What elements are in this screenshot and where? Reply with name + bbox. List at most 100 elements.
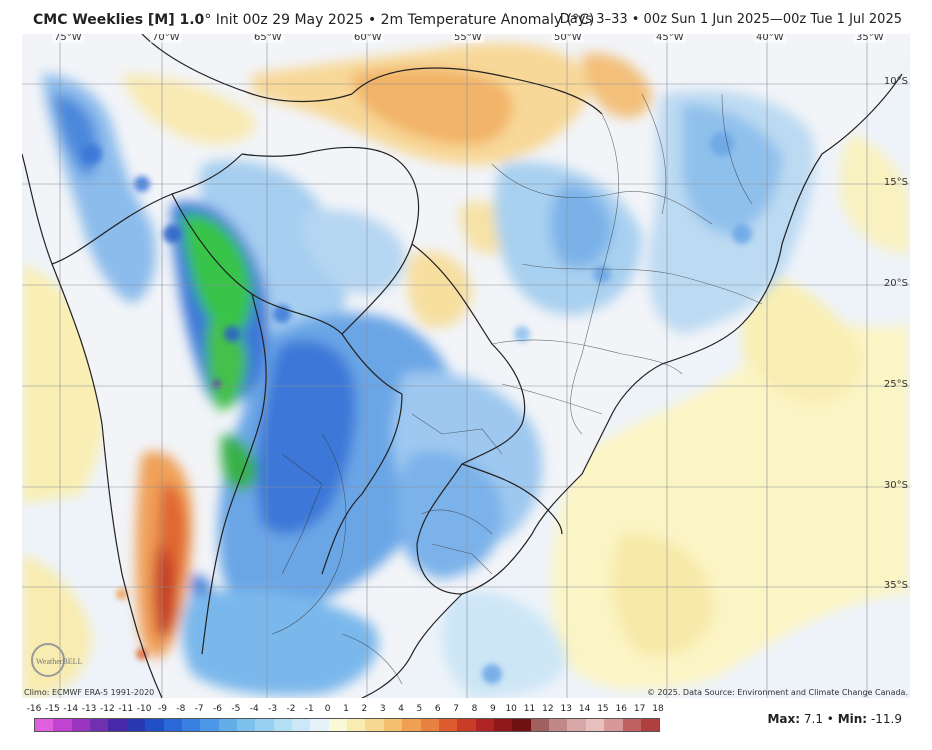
colorbar-swatch: [365, 719, 384, 731]
colorbar-swatch: [236, 719, 256, 731]
colorbar-tick-label: 0: [324, 704, 331, 714]
min-value: -11.9: [870, 712, 902, 726]
colorbar-swatch: [530, 719, 550, 731]
separator: •: [826, 712, 834, 726]
lat-label: 35°S: [883, 580, 908, 591]
colorbar-tick-label: 3: [379, 704, 386, 714]
colorbar-swatch: [567, 719, 586, 731]
ocean-anomalies: [22, 134, 910, 698]
colorbar-swatch: [255, 719, 274, 731]
lon-label: 50°W: [552, 34, 584, 43]
lat-label: 10°S: [883, 76, 908, 87]
colorbar-tick-label: 15: [597, 704, 609, 714]
colorbar-tick-label: -15: [44, 704, 60, 714]
climo-source: Climo: ECMWF ERA-5 1991-2020: [24, 688, 155, 697]
colorbar-tick-label: -16: [26, 704, 42, 714]
lon-label: 70°W: [150, 34, 182, 43]
colorbar-swatch: [218, 719, 237, 731]
colorbar-swatch: [512, 719, 531, 731]
colorbar-tick-label: -7: [194, 704, 204, 714]
colorbar-swatch: [126, 719, 146, 731]
anomaly-detail: [82, 132, 752, 684]
colorbar-swatch: [347, 719, 366, 731]
colorbar-swatch: [53, 719, 72, 731]
colorbar-tick-label: -1: [304, 704, 314, 714]
header: CMC Weeklies [M] 1.0° Init 00z 29 May 20…: [0, 0, 932, 34]
colorbar-swatch: [292, 719, 311, 731]
colorbar-tick-label: -6: [213, 704, 223, 714]
colorbar-tick-label: 14: [578, 704, 591, 714]
colorbar-swatch: [493, 719, 513, 731]
lon-label: 55°W: [452, 34, 484, 43]
colorbar-swatch: [640, 719, 660, 731]
lon-label: 45°W: [654, 34, 686, 43]
max-value: 7.1: [803, 712, 823, 726]
colorbar-tick-label: -2: [286, 704, 296, 714]
colorbar-swatch: [457, 719, 476, 731]
colorbar-swatch: [108, 719, 127, 731]
land-anomalies: [42, 43, 815, 696]
colorbar-tick-label: -12: [100, 704, 115, 714]
colorbar-tick-label: 9: [489, 704, 496, 714]
colorbar-tick-label: -14: [63, 704, 79, 714]
colorbar-tick-label: 8: [471, 704, 478, 714]
colorbar-tick-label: 5: [416, 704, 423, 714]
logo-text: WeatherBELL: [36, 657, 83, 666]
lat-label: 25°S: [883, 379, 908, 390]
title-model: CMC Weeklies [M] 1.0: [33, 12, 205, 28]
colorbar-tick-label: -4: [249, 704, 259, 714]
colorbar-tick-label: 1: [343, 704, 349, 714]
colorbar-tick-label: 11: [523, 704, 536, 714]
colorbar-swatch: [549, 719, 568, 731]
colorbar-swatch: [90, 719, 109, 731]
colorbar-tick-label: -5: [231, 704, 241, 714]
colorbar-tick-label: 7: [453, 704, 459, 714]
map-canvas: [22, 34, 910, 698]
colorbar-swatch: [181, 719, 201, 731]
colorbar: [34, 718, 660, 732]
lon-label: 40°W: [754, 34, 786, 43]
colorbar-tick-label: -11: [118, 704, 134, 714]
colorbar-tick-label: 18: [652, 704, 664, 714]
colorbar-tick-label: -8: [176, 704, 186, 714]
colorbar-tick-label: 10: [505, 704, 517, 714]
map-title: CMC Weeklies [M] 1.0° Init 00z 29 May 20…: [33, 12, 594, 28]
colorbar-tick-label: 16: [615, 704, 628, 714]
lon-label: 75°W: [52, 34, 84, 43]
colorbar-tick-label: 17: [633, 704, 646, 714]
colorbar-swatch: [310, 719, 329, 731]
colorbar-swatch: [273, 719, 293, 731]
country-borders: [22, 34, 903, 698]
max-label: Max:: [767, 712, 801, 726]
max-min-readout: Max: 7.1 • Min: -11.9: [767, 712, 902, 726]
colorbar-swatch: [383, 719, 403, 731]
colorbar-swatch: [145, 719, 164, 731]
colorbar-swatch: [328, 719, 348, 731]
state-borders: [271, 93, 763, 685]
lat-label: 30°S: [883, 480, 908, 491]
colorbar-swatch: [200, 719, 219, 731]
colorbar-swatch: [585, 719, 605, 731]
weatherbell-logo: WeatherBELL: [31, 643, 83, 677]
colorbar-tick-label: -13: [81, 704, 97, 714]
lat-label: 15°S: [883, 177, 908, 188]
colorbar-swatch: [604, 719, 623, 731]
lat-label: 20°S: [883, 278, 908, 289]
colorbar-swatch: [622, 719, 641, 731]
min-label: Min:: [837, 712, 868, 726]
valid-period: Days 3–33 • 00z Sun 1 Jun 2025—00z Tue 1…: [559, 12, 902, 27]
lon-label: 60°W: [352, 34, 384, 43]
colorbar-tick-label: 4: [398, 704, 404, 714]
colorbar-swatch: [71, 719, 91, 731]
lon-label: 35°W: [854, 34, 886, 43]
lon-label: 65°W: [252, 34, 284, 43]
colorbar-swatch: [475, 719, 494, 731]
colorbar-tick-label: 6: [434, 704, 441, 714]
colorbar-swatch: [35, 719, 54, 731]
title-description: ° Init 00z 29 May 2025 • 2m Temperature …: [204, 12, 595, 28]
graticule: [22, 34, 910, 698]
temperature-anomaly-map: 75°W 70°W 65°W 60°W 55°W 50°W 45°W 40°W …: [22, 34, 910, 698]
data-credit: © 2025. Data Source: Environment and Cli…: [646, 688, 908, 697]
colorbar-swatch: [438, 719, 458, 731]
colorbar-tick-label: -3: [268, 704, 278, 714]
